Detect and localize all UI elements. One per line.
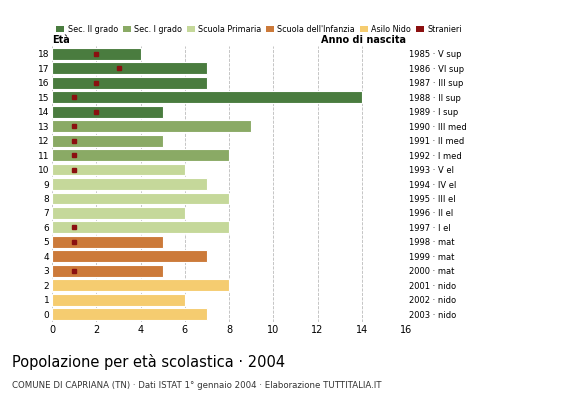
Bar xyxy=(52,120,251,132)
Bar xyxy=(52,135,163,146)
Bar xyxy=(52,222,229,233)
Bar xyxy=(52,279,229,291)
Bar xyxy=(52,236,163,248)
Bar xyxy=(52,149,229,161)
Bar xyxy=(52,250,207,262)
Bar xyxy=(52,48,140,60)
Bar xyxy=(52,265,163,277)
Bar xyxy=(52,207,185,219)
Bar xyxy=(52,308,207,320)
Bar xyxy=(52,91,362,103)
Bar xyxy=(52,164,185,176)
Bar xyxy=(52,294,185,306)
Text: Popolazione per età scolastica · 2004: Popolazione per età scolastica · 2004 xyxy=(12,354,285,370)
Text: COMUNE DI CAPRIANA (TN) · Dati ISTAT 1° gennaio 2004 · Elaborazione TUTTITALIA.I: COMUNE DI CAPRIANA (TN) · Dati ISTAT 1° … xyxy=(12,381,381,390)
Legend: Sec. II grado, Sec. I grado, Scuola Primaria, Scuola dell'Infanzia, Asilo Nido, : Sec. II grado, Sec. I grado, Scuola Prim… xyxy=(56,25,462,34)
Bar xyxy=(52,192,229,204)
Bar xyxy=(52,62,207,74)
Bar xyxy=(52,77,207,89)
Text: Età: Età xyxy=(52,36,70,46)
Text: Anno di nascita: Anno di nascita xyxy=(321,36,406,46)
Bar xyxy=(52,178,207,190)
Bar xyxy=(52,106,163,118)
